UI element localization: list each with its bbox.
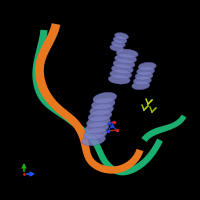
Ellipse shape [113,60,135,68]
Ellipse shape [133,77,151,85]
Ellipse shape [111,65,133,74]
Ellipse shape [135,72,153,80]
Ellipse shape [132,82,150,90]
Polygon shape [141,115,186,142]
Ellipse shape [87,116,110,128]
Ellipse shape [90,104,113,116]
Ellipse shape [88,110,112,122]
Ellipse shape [138,62,156,70]
Ellipse shape [91,98,115,110]
Ellipse shape [115,33,129,39]
Ellipse shape [108,75,130,84]
Ellipse shape [85,122,109,134]
Ellipse shape [137,67,155,75]
Ellipse shape [113,37,127,43]
Polygon shape [32,30,163,175]
Ellipse shape [83,128,107,140]
Polygon shape [35,23,143,174]
Ellipse shape [115,54,137,63]
Ellipse shape [110,45,124,51]
Ellipse shape [82,134,105,146]
Ellipse shape [93,92,117,104]
Ellipse shape [116,49,138,58]
Ellipse shape [110,70,132,79]
Ellipse shape [111,41,125,47]
